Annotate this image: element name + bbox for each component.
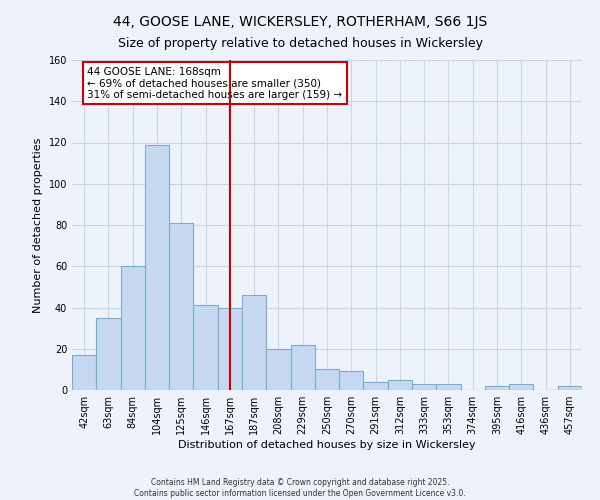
- Bar: [485, 386, 509, 390]
- Text: Size of property relative to detached houses in Wickersley: Size of property relative to detached ho…: [118, 38, 482, 51]
- Bar: [315, 370, 339, 390]
- Bar: [72, 355, 96, 390]
- Bar: [96, 318, 121, 390]
- Bar: [266, 349, 290, 390]
- Bar: [193, 306, 218, 390]
- Bar: [509, 384, 533, 390]
- Bar: [364, 382, 388, 390]
- Text: Contains HM Land Registry data © Crown copyright and database right 2025.
Contai: Contains HM Land Registry data © Crown c…: [134, 478, 466, 498]
- Bar: [121, 266, 145, 390]
- Bar: [169, 223, 193, 390]
- Bar: [412, 384, 436, 390]
- Bar: [242, 295, 266, 390]
- Bar: [145, 144, 169, 390]
- Bar: [388, 380, 412, 390]
- Y-axis label: Number of detached properties: Number of detached properties: [33, 138, 43, 312]
- Bar: [218, 308, 242, 390]
- Bar: [436, 384, 461, 390]
- Text: 44, GOOSE LANE, WICKERSLEY, ROTHERHAM, S66 1JS: 44, GOOSE LANE, WICKERSLEY, ROTHERHAM, S…: [113, 15, 487, 29]
- Text: 44 GOOSE LANE: 168sqm
← 69% of detached houses are smaller (350)
31% of semi-det: 44 GOOSE LANE: 168sqm ← 69% of detached …: [88, 66, 343, 100]
- Bar: [290, 344, 315, 390]
- Bar: [339, 372, 364, 390]
- Bar: [558, 386, 582, 390]
- X-axis label: Distribution of detached houses by size in Wickersley: Distribution of detached houses by size …: [178, 440, 476, 450]
